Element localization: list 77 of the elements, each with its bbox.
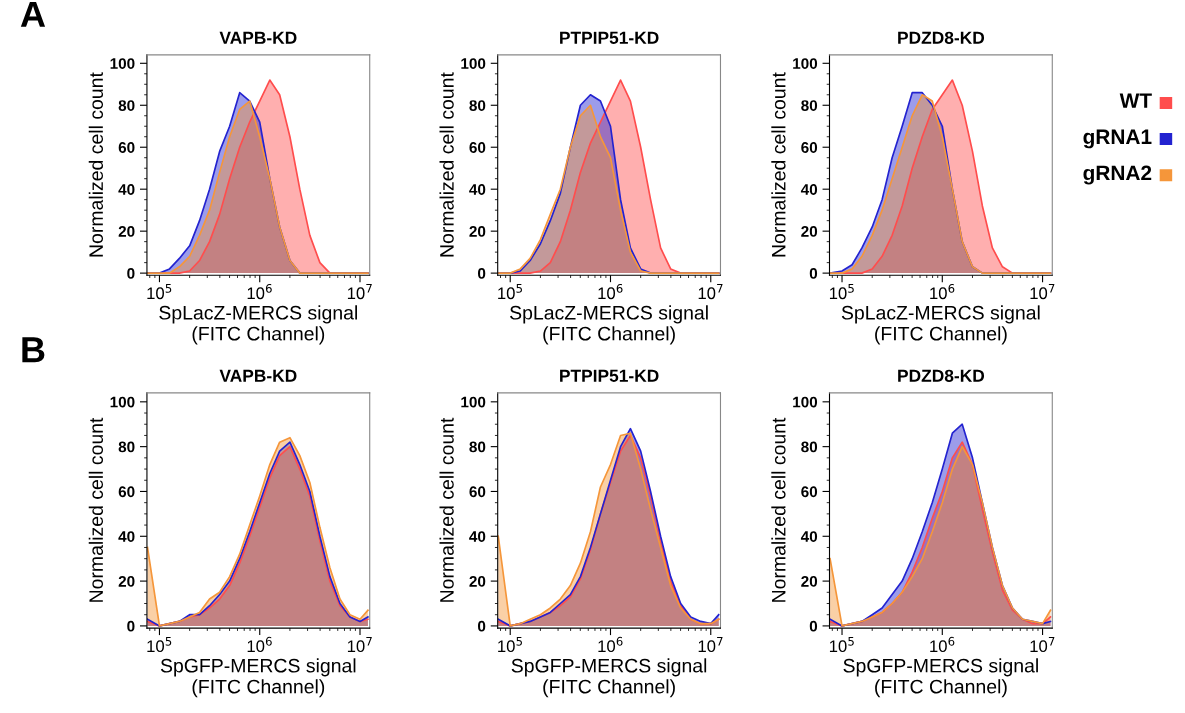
x-axis-title: SpGFP-MERCS signal (FITC Channel) xyxy=(843,658,1038,698)
x-tick-label: 10$^{5}$ xyxy=(147,637,172,653)
y-tick-label: 40 xyxy=(469,184,486,195)
x-tick-label: 10$^{7}$ xyxy=(698,284,723,300)
y-tick-label: 20 xyxy=(469,226,486,237)
y-tick-label: 60 xyxy=(801,142,818,153)
y-tick-label: 100 xyxy=(793,396,818,408)
y-tick-label: 100 xyxy=(110,58,135,69)
y-tick-label: 0 xyxy=(809,620,818,632)
y-axis-title: Normalized cell count xyxy=(771,72,786,257)
x-tick-label: 10$^{6}$ xyxy=(598,636,623,653)
x-axis-title: SpLacZ-MERCS signal (FITC Channel) xyxy=(841,305,1040,345)
x-axis-title: SpLacZ-MERCS signal (FITC Channel) xyxy=(510,305,708,345)
x-axis-title: SpGFP-MERCS signal (FITC Channel) xyxy=(160,658,356,698)
y-axis-title: Normalized cell count xyxy=(88,72,104,257)
legend-label: WT xyxy=(1119,93,1152,108)
y-tick-label: 60 xyxy=(118,486,135,498)
legend-label: gRNA2 xyxy=(1083,165,1152,185)
y-tick-label: 60 xyxy=(469,142,486,153)
chart-title: VAPB-KD xyxy=(219,369,297,382)
chart-title: VAPB-KD xyxy=(219,31,297,44)
x-axis-title: SpLacZ-MERCS signal (FITC Channel) xyxy=(159,305,357,345)
x-tick-label: 10$^{7}$ xyxy=(1030,284,1055,300)
y-tick-label: 100 xyxy=(110,396,135,408)
y-tick-label: 0 xyxy=(127,620,135,632)
y-tick-label: 20 xyxy=(801,575,818,587)
x-tick-label: 10$^{7}$ xyxy=(347,637,372,653)
x-tick-label: 10$^{7}$ xyxy=(698,637,723,653)
y-axis-title: Normalized cell count xyxy=(88,417,104,602)
x-tick-label: 10$^{7}$ xyxy=(347,284,372,300)
x-tick-label: 10$^{6}$ xyxy=(598,283,623,300)
y-tick-label: 40 xyxy=(800,531,818,542)
chart-title: PTPIP51-KD xyxy=(560,31,659,44)
y-axis-title: Normalized cell count xyxy=(439,72,454,257)
y-axis-title: Normalized cell count xyxy=(439,417,454,602)
y-tick-label: 80 xyxy=(118,441,135,453)
x-tick-label: 10$^{6}$ xyxy=(930,283,955,300)
y-tick-label: 20 xyxy=(118,575,135,587)
y-tick-label: 80 xyxy=(801,100,818,111)
y-axis-title: Normalized cell count xyxy=(771,417,786,602)
y-tick-label: 0 xyxy=(809,267,818,279)
y-tick-label: 60 xyxy=(801,486,818,498)
x-tick-label: 10$^{5}$ xyxy=(498,284,522,300)
y-tick-label: 20 xyxy=(118,226,135,237)
x-axis-title: SpGFP-MERCS signal (FITC Channel) xyxy=(511,658,707,698)
x-tick-label: 10$^{5}$ xyxy=(498,637,522,653)
legend-label: gRNA1 xyxy=(1083,129,1152,149)
y-tick-label: 0 xyxy=(478,267,486,279)
x-tick-label: 10$^{6}$ xyxy=(247,283,272,300)
y-tick-label: 80 xyxy=(801,441,818,453)
chart-title: PTPIP51-KD xyxy=(560,369,659,382)
x-tick-label: 10$^{6}$ xyxy=(247,636,272,653)
x-tick-label: 10$^{5}$ xyxy=(829,637,854,653)
y-tick-label: 0 xyxy=(127,267,135,279)
chart-title: PDZD8-KD xyxy=(898,369,985,382)
y-tick-label: 0 xyxy=(478,620,486,632)
y-tick-label: 20 xyxy=(801,226,818,237)
x-tick-label: 10$^{5}$ xyxy=(147,284,172,300)
x-tick-label: 10$^{5}$ xyxy=(829,284,854,300)
y-tick-label: 80 xyxy=(469,100,486,111)
text: B xyxy=(22,337,45,363)
y-tick-label: 100 xyxy=(461,396,486,408)
y-tick-label: 80 xyxy=(118,100,135,111)
y-tick-label: 100 xyxy=(793,58,818,69)
chart-title: PDZD8-KD xyxy=(898,31,985,44)
y-tick-label: 40 xyxy=(469,531,486,542)
y-tick-label: 40 xyxy=(800,184,818,195)
x-tick-label: 10$^{6}$ xyxy=(930,636,955,653)
text: A xyxy=(20,1,46,27)
y-tick-label: 20 xyxy=(469,575,486,587)
y-tick-label: 40 xyxy=(118,184,135,195)
x-tick-label: 10$^{7}$ xyxy=(1030,637,1055,653)
y-tick-label: 60 xyxy=(118,142,135,153)
y-tick-label: 80 xyxy=(469,441,486,453)
y-tick-label: 100 xyxy=(461,58,486,69)
y-tick-label: 40 xyxy=(118,531,135,542)
y-tick-label: 60 xyxy=(469,486,486,498)
